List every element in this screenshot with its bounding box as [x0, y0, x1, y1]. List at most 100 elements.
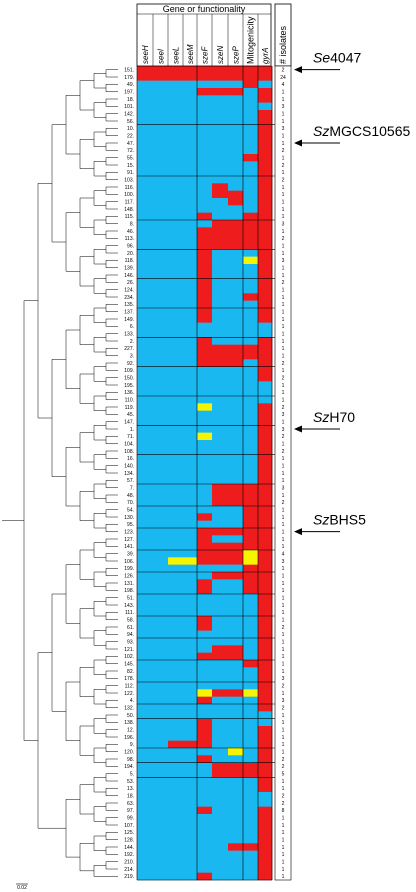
- cell-151-seeh: [137, 66, 154, 74]
- isolate-count: 1: [282, 229, 285, 235]
- cell-70-seem: [183, 498, 198, 507]
- cell-91-szep: [228, 168, 244, 177]
- cell-116-mitogenicity: [243, 183, 259, 191]
- cell-8-gyra: [258, 220, 273, 228]
- cell-110-seei: [153, 396, 169, 404]
- cell-101-seeh: [137, 102, 154, 111]
- isolate-label: 70.: [127, 500, 134, 506]
- cell-151-seel: [168, 66, 184, 74]
- cell-195-szen: [212, 381, 229, 389]
- cell-149-seei: [153, 315, 169, 323]
- cell-178-gyra: [258, 674, 273, 683]
- cell-147-szep: [228, 418, 244, 426]
- cell-122-szep: [228, 689, 244, 697]
- cell-142-seel: [168, 110, 184, 118]
- cell-99-szep: [228, 814, 244, 822]
- isolate-count: 1: [282, 397, 285, 403]
- cell-57-gyra: [258, 476, 273, 485]
- cell-119-seem: [183, 403, 198, 411]
- cell-137-szen: [212, 308, 229, 316]
- cell-9-szep: [228, 740, 244, 749]
- cell-140-seeh: [137, 462, 154, 470]
- cell-195-seel: [168, 381, 184, 389]
- cell-4-mitogenicity: [243, 696, 259, 705]
- cell-95-gyra: [258, 520, 273, 529]
- cell-135-szen: [212, 300, 229, 309]
- cell-20-mitogenicity: [243, 249, 259, 257]
- isolate-label: 71.: [127, 434, 134, 440]
- isolate-count: 1: [282, 339, 285, 345]
- cell-8-szep: [228, 220, 244, 228]
- isolate-label: 149.: [124, 317, 134, 323]
- cell-131-seei: [153, 579, 169, 587]
- cell-71-mitogenicity: [243, 432, 259, 441]
- cell-126-szef: [197, 572, 213, 580]
- cell-138-seeh: [137, 718, 154, 727]
- isolate-count: 3: [282, 676, 285, 682]
- cell-39-szep: [228, 550, 244, 558]
- cell-102-seem: [183, 652, 198, 661]
- cell-113-seel: [168, 234, 184, 243]
- cell-10-mitogenicity: [243, 124, 259, 133]
- cell-104-szen: [212, 440, 229, 448]
- cell-57-szep: [228, 476, 244, 485]
- isolate-count: 1: [282, 830, 285, 836]
- cell-95-seel: [168, 520, 184, 529]
- cell-93-szep: [228, 638, 244, 646]
- cell-13-seei: [153, 784, 169, 793]
- cell-128-seel: [168, 836, 184, 844]
- cell-70-gyra: [258, 498, 273, 507]
- isolate-count: 1: [282, 287, 285, 293]
- cell-46-szep: [228, 227, 244, 235]
- cell-192-szep: [228, 850, 244, 859]
- cell-55-mitogenicity: [243, 154, 259, 162]
- cell-116-szen: [212, 183, 229, 191]
- cell-12-gyra: [258, 726, 273, 734]
- cell-108-seel: [168, 447, 184, 455]
- header-box: [136, 3, 272, 67]
- cell-112-szen: [212, 682, 229, 690]
- isolate-label: 9.: [130, 742, 134, 748]
- cell-118-szen: [212, 256, 229, 265]
- cell-102-seei: [153, 652, 169, 661]
- isolate-label: 58.: [127, 617, 134, 623]
- cell-16-seei: [153, 454, 169, 463]
- cell-219-szen: [212, 872, 229, 881]
- cell-131-seel: [168, 579, 184, 587]
- cell-101-szep: [228, 102, 244, 111]
- cell-121-seei: [153, 645, 169, 653]
- isolate-label: 139.: [124, 265, 134, 271]
- cell-15-gyra: [258, 161, 273, 169]
- isolate-count: 1: [282, 786, 285, 792]
- cell-126-seem: [183, 572, 198, 580]
- cell-198-seeh: [137, 586, 154, 595]
- cell-22-seei: [153, 132, 169, 140]
- isolate-count: 1: [282, 852, 285, 858]
- isolate-count: 1: [282, 639, 285, 645]
- isolate-label: 146.: [124, 273, 134, 279]
- cell-150-seem: [183, 374, 198, 382]
- cell-47-seeh: [137, 139, 154, 147]
- cell-8-seel: [168, 220, 184, 228]
- cell-18-szef: [197, 95, 213, 103]
- cell-51-szep: [228, 594, 244, 602]
- cell-147-szef: [197, 418, 213, 426]
- cell-96-mitogenicity: [243, 242, 259, 250]
- cell-99-seel: [168, 814, 184, 822]
- cell-210-seel: [168, 858, 184, 866]
- cell-8-szef: [197, 220, 213, 228]
- isolate-label: 122.: [124, 691, 134, 697]
- cell-61-szef: [197, 623, 213, 631]
- cell-110-szef: [197, 396, 213, 404]
- cell-214-szen: [212, 865, 229, 873]
- isolate-count: 2: [282, 683, 285, 689]
- cell-140-szen: [212, 462, 229, 470]
- isolate-count: 1: [282, 243, 285, 249]
- cell-101-seel: [168, 102, 184, 111]
- cell-26-seel: [168, 278, 184, 287]
- cell-134-seei: [153, 469, 169, 477]
- cell-116-seei: [153, 183, 169, 191]
- isolate-count: 1: [282, 493, 285, 499]
- cell-144-szep: [228, 843, 244, 851]
- cell-9-seel: [168, 740, 184, 749]
